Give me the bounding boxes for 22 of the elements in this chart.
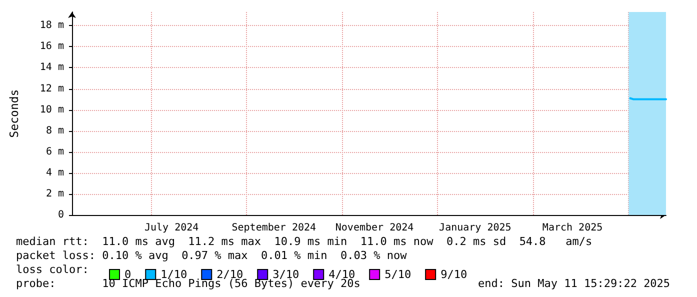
y-tick-label: 6 m <box>46 146 64 158</box>
y-axis-title: Seconds <box>7 89 21 138</box>
x-tick-label: March 2025 <box>542 222 603 234</box>
y-tick-label: 14 m <box>40 62 64 74</box>
text: loss color: <box>16 263 89 276</box>
x-tick-label: January 2025 <box>439 222 512 234</box>
text: end: Sun May 11 15:29:22 2025 <box>478 277 670 290</box>
y-tick-label: 18 m <box>40 20 64 32</box>
y-tick-label: 0 <box>58 210 64 220</box>
y-tick-label: 8 m <box>46 125 64 136</box>
y-tick-label: 4 m <box>46 167 64 178</box>
y-tick-label: 2 m <box>46 188 64 200</box>
text: packet loss: 0.10 % avg 0.97 % max 0.01 % min 0.03 % now <box>16 249 407 262</box>
text: median rtt: 11.0 ms avg 11.2 ms max 10.9 ms min 11.0 ms now 0.2 ms sd 54.8 am/s <box>16 235 592 248</box>
x-tick-label: July 2024 <box>144 222 199 234</box>
legend-label: 9/10 <box>440 268 468 281</box>
x-tick-label: November 2024 <box>335 222 414 234</box>
y-tick-label: 12 m <box>40 83 64 94</box>
x-tick-label: September 2024 <box>232 222 316 234</box>
y-tick-label: 16 m <box>40 41 64 52</box>
y-tick-label: 10 m <box>40 104 64 116</box>
legend-label: 5/10 <box>384 268 412 281</box>
